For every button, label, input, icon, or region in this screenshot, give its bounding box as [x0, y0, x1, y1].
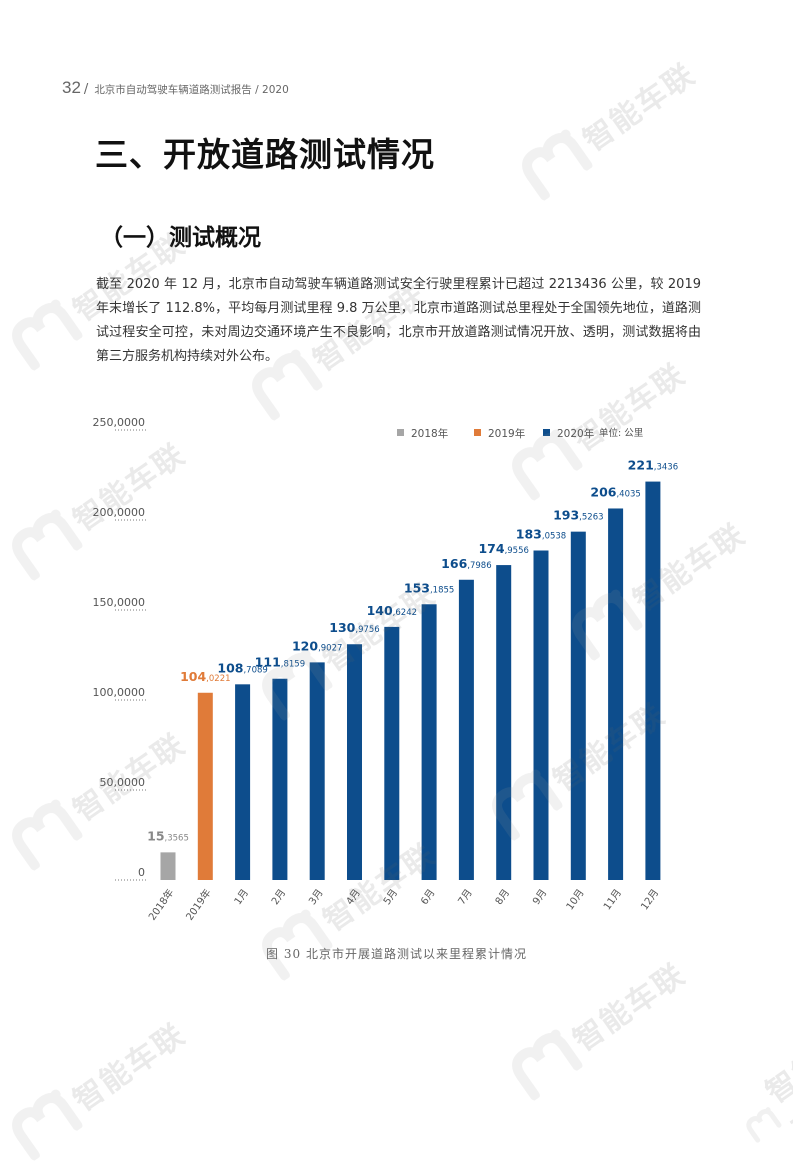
- bar-9月: [533, 550, 549, 880]
- watermark-logo-icon: [262, 649, 333, 721]
- legend-swatch: [543, 429, 550, 436]
- x-tick-label: 2月: [269, 887, 288, 907]
- watermark-logo-icon: [252, 349, 323, 421]
- bar-2月: [272, 678, 288, 880]
- data-label: 104,0221: [180, 669, 230, 684]
- x-tick-label: 12月: [638, 887, 661, 913]
- bar-5月: [384, 626, 400, 880]
- watermark-text: 智能车联: [67, 1016, 193, 1119]
- data-label: 166,7986: [441, 556, 491, 571]
- data-label: 174,9556: [478, 541, 528, 556]
- page-header: 32 / 北京市自动驾驶车辆道路测试报告 / 2020: [62, 78, 289, 98]
- data-label: 221,3436: [628, 458, 678, 473]
- watermark: 智能车联: [244, 268, 435, 423]
- watermark: 智能车联: [564, 508, 755, 663]
- y-tick-label: 150,0000: [93, 596, 146, 609]
- bar-12月: [645, 481, 661, 880]
- watermark-text: 智能车联: [577, 56, 703, 159]
- watermark-logo-icon: [262, 909, 333, 981]
- watermark: 智能车联: [504, 948, 695, 1103]
- x-tick-label: 10月: [564, 887, 587, 913]
- y-tick-label: 200,0000: [93, 506, 146, 519]
- legend-swatch: [397, 429, 404, 436]
- figure-caption: 图 30 北京市开展道路测试以来里程累计情况: [266, 947, 527, 961]
- watermark: 智能车联: [4, 218, 195, 373]
- legend-label: 2018年: [411, 427, 448, 440]
- watermark-logo-icon: [512, 1029, 583, 1101]
- data-label: 183,0538: [516, 527, 566, 542]
- watermark: 智能车联: [254, 568, 445, 723]
- watermark: 智能车联: [4, 428, 195, 583]
- bar-1月: [235, 684, 251, 880]
- x-tick-label: 6月: [418, 887, 437, 907]
- x-tick-label: 7月: [456, 887, 475, 907]
- data-label: 108,7089: [217, 660, 267, 675]
- bar-2018年: [160, 852, 176, 880]
- watermark: 智能车联: [4, 718, 195, 873]
- data-label: 193,5263: [553, 508, 603, 523]
- x-tick-label: 9月: [530, 887, 549, 907]
- watermark: 智能车联: [484, 688, 675, 843]
- header-separator: /: [83, 82, 89, 97]
- watermark-text: 智能车联: [567, 956, 693, 1059]
- data-label: 111,8159: [255, 655, 305, 670]
- x-tick-label: 1月: [232, 887, 251, 907]
- x-tick-label: 2019年: [183, 886, 214, 922]
- watermark-logo-icon: [12, 509, 83, 581]
- legend-label: 2019年: [488, 427, 525, 440]
- data-label: 15,3565: [147, 828, 189, 843]
- unit-label: 单位: 公里: [599, 427, 643, 439]
- watermark: 智能车联: [514, 48, 705, 203]
- watermark-logo-icon: [12, 799, 83, 871]
- watermark-logo-icon: [522, 129, 593, 201]
- x-tick-label: 11月: [601, 887, 624, 913]
- data-label: 120,9027: [292, 638, 342, 653]
- data-label: 153,1855: [404, 580, 454, 595]
- bar-2019年: [197, 692, 213, 880]
- y-tick-label: 250,0000: [93, 416, 146, 429]
- report-title: 北京市自动驾驶车辆道路测试报告 / 2020: [94, 84, 289, 96]
- watermark: 智能车联: [504, 348, 695, 503]
- data-label: 206,4035: [590, 484, 640, 499]
- watermark: 智能车联: [254, 828, 445, 983]
- x-tick-label: 8月: [493, 887, 512, 907]
- bar-8月: [496, 565, 512, 880]
- legend-label: 2020年: [557, 427, 594, 440]
- bar-10月: [570, 531, 586, 880]
- mileage-bar-chart: 0 50,0000 100,0000 150,0000 200,0000 250,0000…: [93, 416, 679, 923]
- y-tick-label: 0: [138, 866, 145, 879]
- x-tick-label: 2018年: [145, 886, 176, 922]
- watermark: 智能车联: [724, 1039, 793, 1169]
- data-label: 130,9756: [329, 620, 379, 635]
- bar-6月: [421, 604, 437, 880]
- y-tick-label: 100,0000: [93, 686, 146, 699]
- page-number: 32: [62, 78, 81, 97]
- bar-3月: [309, 662, 325, 880]
- bar-4月: [347, 644, 362, 880]
- watermark-logo-icon: [572, 589, 643, 661]
- data-label: 140,6242: [367, 603, 417, 618]
- body-paragraph: 截至 2020 年 12 月，北京市自动驾驶车辆道路测试安全行驶里程累计已超过 …: [96, 277, 701, 364]
- bar-11月: [608, 508, 624, 880]
- legend-swatch: [474, 429, 481, 436]
- watermark: 智能车联: [4, 1008, 195, 1163]
- y-tick-label: 50,0000: [100, 776, 146, 789]
- watermark-logo-icon: [492, 769, 563, 841]
- watermark-logo-icon: [12, 299, 83, 371]
- subsection-title: （一）测试概况: [100, 225, 261, 251]
- watermark-logo-icon: [512, 429, 583, 501]
- watermark-logo-icon: [12, 1089, 83, 1161]
- section-title: 三、开放道路测试情况: [95, 135, 435, 174]
- bar-7月: [458, 579, 474, 880]
